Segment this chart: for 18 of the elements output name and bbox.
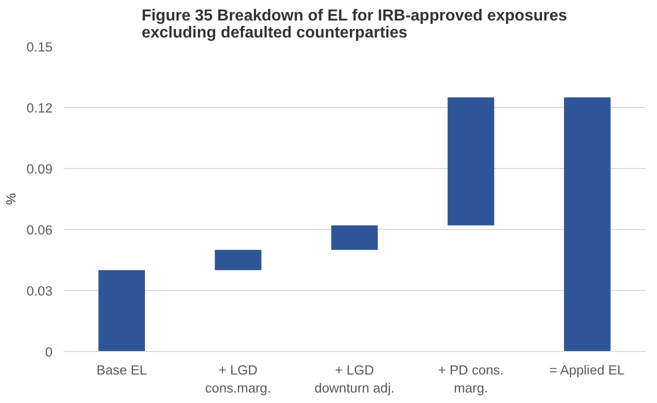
- y-tick-label: 0.06: [26, 222, 53, 238]
- y-tick-label: 0.12: [26, 100, 53, 116]
- chart-title: Figure 35 Breakdown of EL for IRB-approved exposures excluding defaulted counterparties: [142, 8, 568, 42]
- bar: [448, 97, 494, 226]
- bar: [214, 250, 262, 270]
- x-tick-label: + PD cons. marg.: [438, 362, 504, 396]
- x-tick-label: Base EL: [96, 362, 147, 378]
- x-tick-label: + LGD downturn adj.: [314, 362, 395, 396]
- y-tick-label: 0.15: [26, 40, 53, 54]
- x-tick-label: + LGD cons.marg.: [205, 362, 272, 396]
- bar: [331, 225, 378, 250]
- y-tick-label: 0.03: [26, 284, 53, 298]
- bar: [564, 97, 611, 352]
- y-axis-title: %: [4, 192, 19, 205]
- bar: [98, 270, 145, 352]
- y-tick-label: 0.09: [26, 162, 53, 176]
- x-tick-label: = Applied EL: [549, 362, 625, 378]
- y-tick-label: 0: [45, 344, 53, 360]
